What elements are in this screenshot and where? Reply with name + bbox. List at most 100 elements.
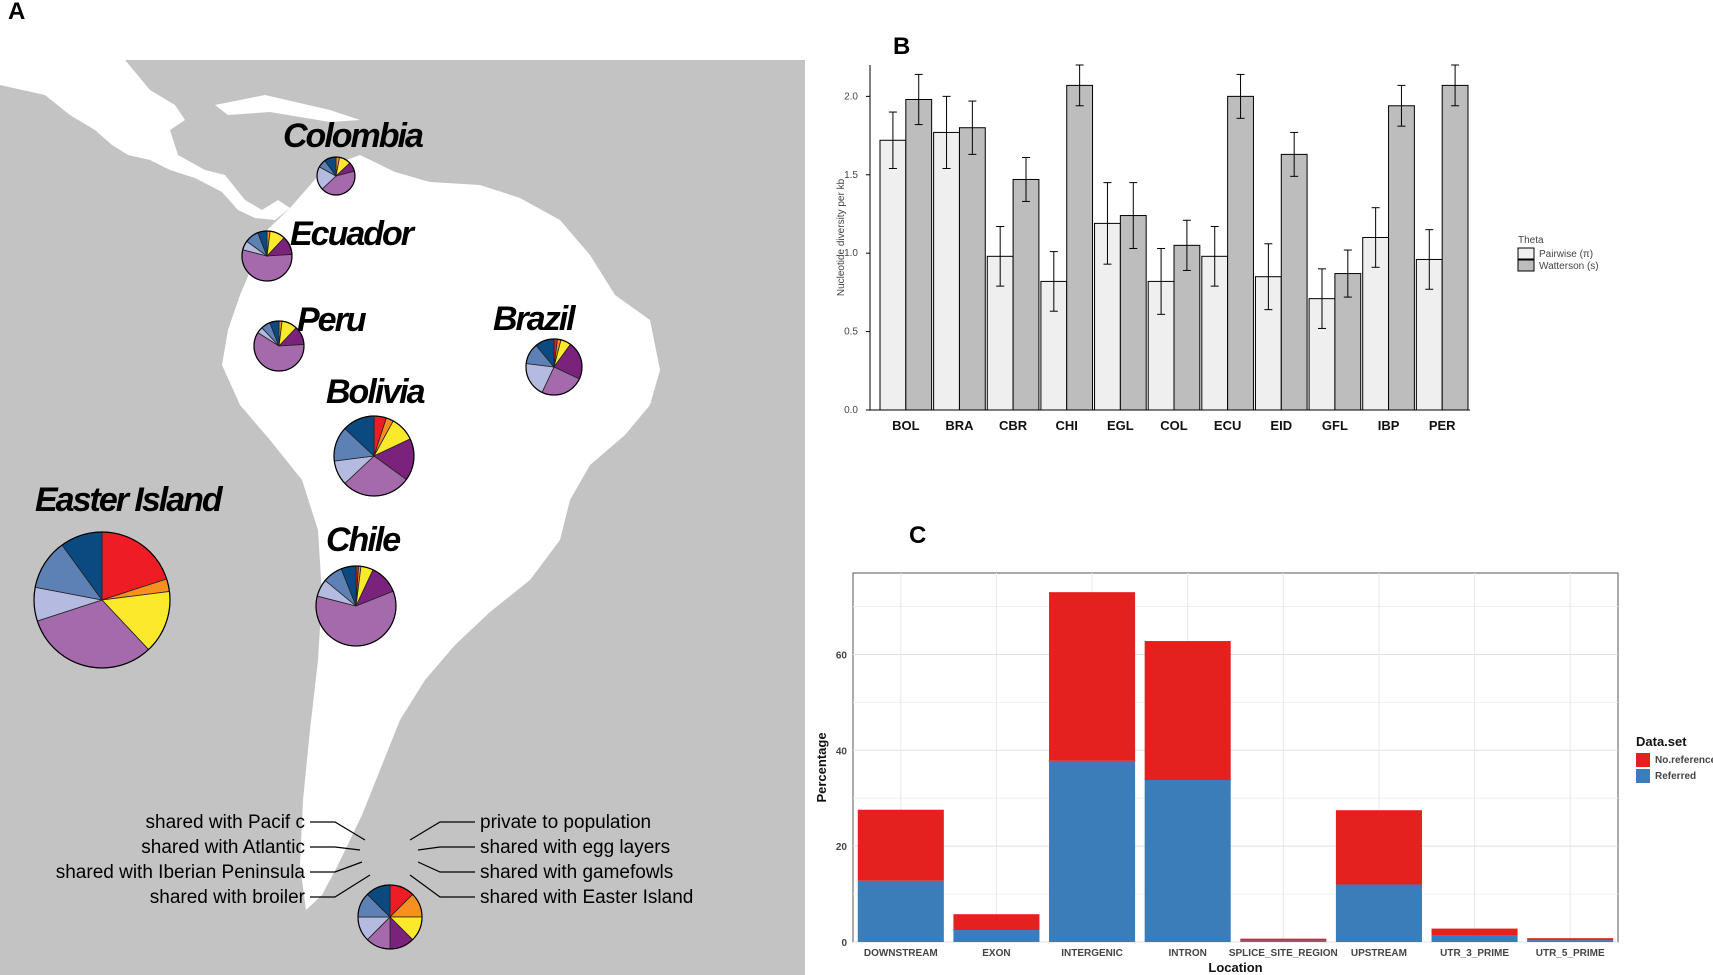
c-xtick-INTERGENIC: INTERGENIC [1061,948,1123,959]
variant-location-chart: 0 20 40 60 DOWNSTREAM EXON INTERGENIC INTRON SPL… [814,572,1713,975]
nucleotide-diversity-chart: 0.0 0.5 1.0 1.5 2.0 Nucleotide diversity per … [836,64,1599,433]
c-ytick-0: 0 [841,938,847,949]
c-bar-DOWNSTREAM-referred [857,880,944,942]
country-label-bolivia: Bolivia [326,373,425,411]
c-xtick-UTR_3_PRIME: UTR_3_PRIME [1440,948,1509,959]
country-label-peru: Peru [297,301,367,339]
map-overlay [0,0,805,975]
c-bar-UPSTREAM-noreference [1335,810,1422,885]
b-bar-EID-watterson [1280,153,1308,411]
c-bar-DOWNSTREAM-noreference [857,809,944,881]
panel-label-c: C [909,522,927,549]
c-y-axis-label: Percentage [814,732,829,802]
b-legend-swatch-0 [1517,247,1535,260]
legend-label-left-2: shared with Iberian Peninsula [56,862,306,883]
b-legend-title: Theta [1518,235,1544,246]
b-xtick-BOL: BOL [892,418,920,433]
country-label-colombia: Colombia [283,117,423,155]
b-ytick-1: 0.5 [844,327,858,338]
b-bar-IBP-watterson [1388,105,1415,411]
legend-leader-right-2 [417,861,475,873]
pie-bolivia-outline [333,415,415,497]
b-bar-COL-watterson [1173,244,1201,411]
c-legend-label-1: Referred [1655,771,1696,782]
c-plot-area [852,572,1619,943]
b-xtick-CBR: CBR [999,418,1028,433]
pie-peru [253,320,305,372]
c-ytick-2: 40 [836,746,848,757]
b-xtick-GFL: GFL [1322,418,1348,433]
b-bar-PER-watterson [1441,84,1469,411]
c-bar-INTERGENIC-referred [1049,760,1136,942]
country-label-chile: Chile [326,521,400,559]
c-legend-title: Data.set [1636,734,1687,749]
legend-leader-right-0 [409,821,475,841]
b-xtick-CHI: CHI [1056,418,1078,433]
c-x-axis-label: Location [1208,960,1262,975]
c-ytick-1: 20 [836,842,848,853]
legend-leader-left-1 [310,846,361,851]
central-america-landmass [0,60,290,220]
c-bar-UTR_3_PRIME-noreference [1431,928,1518,936]
legend-leader-right-3 [409,874,475,898]
c-bar-UPSTREAM-referred [1335,884,1422,942]
legend-label-left-0: shared with Pacif c [146,812,305,833]
b-ytick-3: 1.5 [844,170,858,181]
c-xtick-UPSTREAM: UPSTREAM [1351,948,1407,959]
b-xtick-BRA: BRA [945,418,974,433]
b-bar-BRA-pairwise [933,131,960,411]
south-america-map: Colombia Ecuador Peru Brazil Bolivia Chile Eas… [0,60,805,975]
pie-ecuador-outline [241,230,293,282]
c-bar-EXON-referred [953,930,1040,942]
c-bar-SPLICE_SITE_REGION-referred [1240,940,1327,942]
pie-ecuador [241,230,293,282]
c-bar-INTERGENIC-noreference [1049,592,1136,761]
b-xtick-IBP: IBP [1378,418,1400,433]
pie-chile-outline [315,565,397,647]
b-bar-BOL-watterson [905,99,933,411]
country-label-ecuador: Ecuador [290,215,416,253]
c-xtick-INTRON: INTRON [1169,948,1207,959]
c-bar-UTR_3_PRIME-referred [1431,935,1518,942]
pie-brazil [525,338,583,396]
b-bar-BOL-pairwise [879,139,907,411]
b-bar-CHI-watterson [1066,84,1094,411]
c-bar-UTR_5_PRIME-referred [1527,940,1614,942]
b-bar-CBR-watterson [1012,178,1040,411]
pie-easter-island-outline [33,531,171,669]
b-bar-ECU-watterson [1227,95,1254,411]
c-xtick-UTR_5_PRIME: UTR_5_PRIME [1536,948,1605,959]
pie-bolivia [333,415,415,497]
c-legend-swatch-0 [1636,753,1650,767]
pie-colombia-outline [316,156,356,196]
pie-colombia [316,156,356,196]
c-bar-UTR_5_PRIME-noreference [1527,938,1614,941]
panel-label-a: A [8,0,26,25]
b-legend-label-1: Watterson (s) [1539,261,1599,272]
legend-leader-right-1 [417,846,475,851]
c-legend-label-0: No.reference [1655,755,1713,766]
caribbean-islands [215,95,360,122]
c-legend-swatch-1 [1636,769,1650,783]
b-bar-EGL-watterson [1119,215,1147,411]
b-ytick-2: 1.0 [844,248,858,259]
b-xtick-EID: EID [1270,418,1292,433]
b-y-axis-label: Nucleotide diversity per kb [836,178,847,296]
b-xtick-COL: COL [1160,418,1188,433]
legend-pie-outline [357,884,423,950]
legend-label-left-1: shared with Atlantic [141,837,305,858]
pie-brazil-outline [525,338,583,396]
pie-easter-island [33,531,171,669]
legend-leader-left-3 [310,874,371,898]
b-legend-label-0: Pairwise (π) [1539,249,1593,260]
legend-pie [357,884,423,950]
legend-label-right-0: private to population [480,812,651,833]
b-ytick-4: 2.0 [844,91,858,102]
b-xtick-ECU: ECU [1214,418,1241,433]
b-ytick-0: 0.0 [844,405,858,416]
country-label-brazil: Brazil [493,300,577,338]
b-legend-swatch-1 [1517,259,1535,272]
c-xtick-DOWNSTREAM: DOWNSTREAM [864,948,938,959]
b-bar-BRA-watterson [958,127,986,411]
c-xtick-EXON: EXON [982,948,1010,959]
